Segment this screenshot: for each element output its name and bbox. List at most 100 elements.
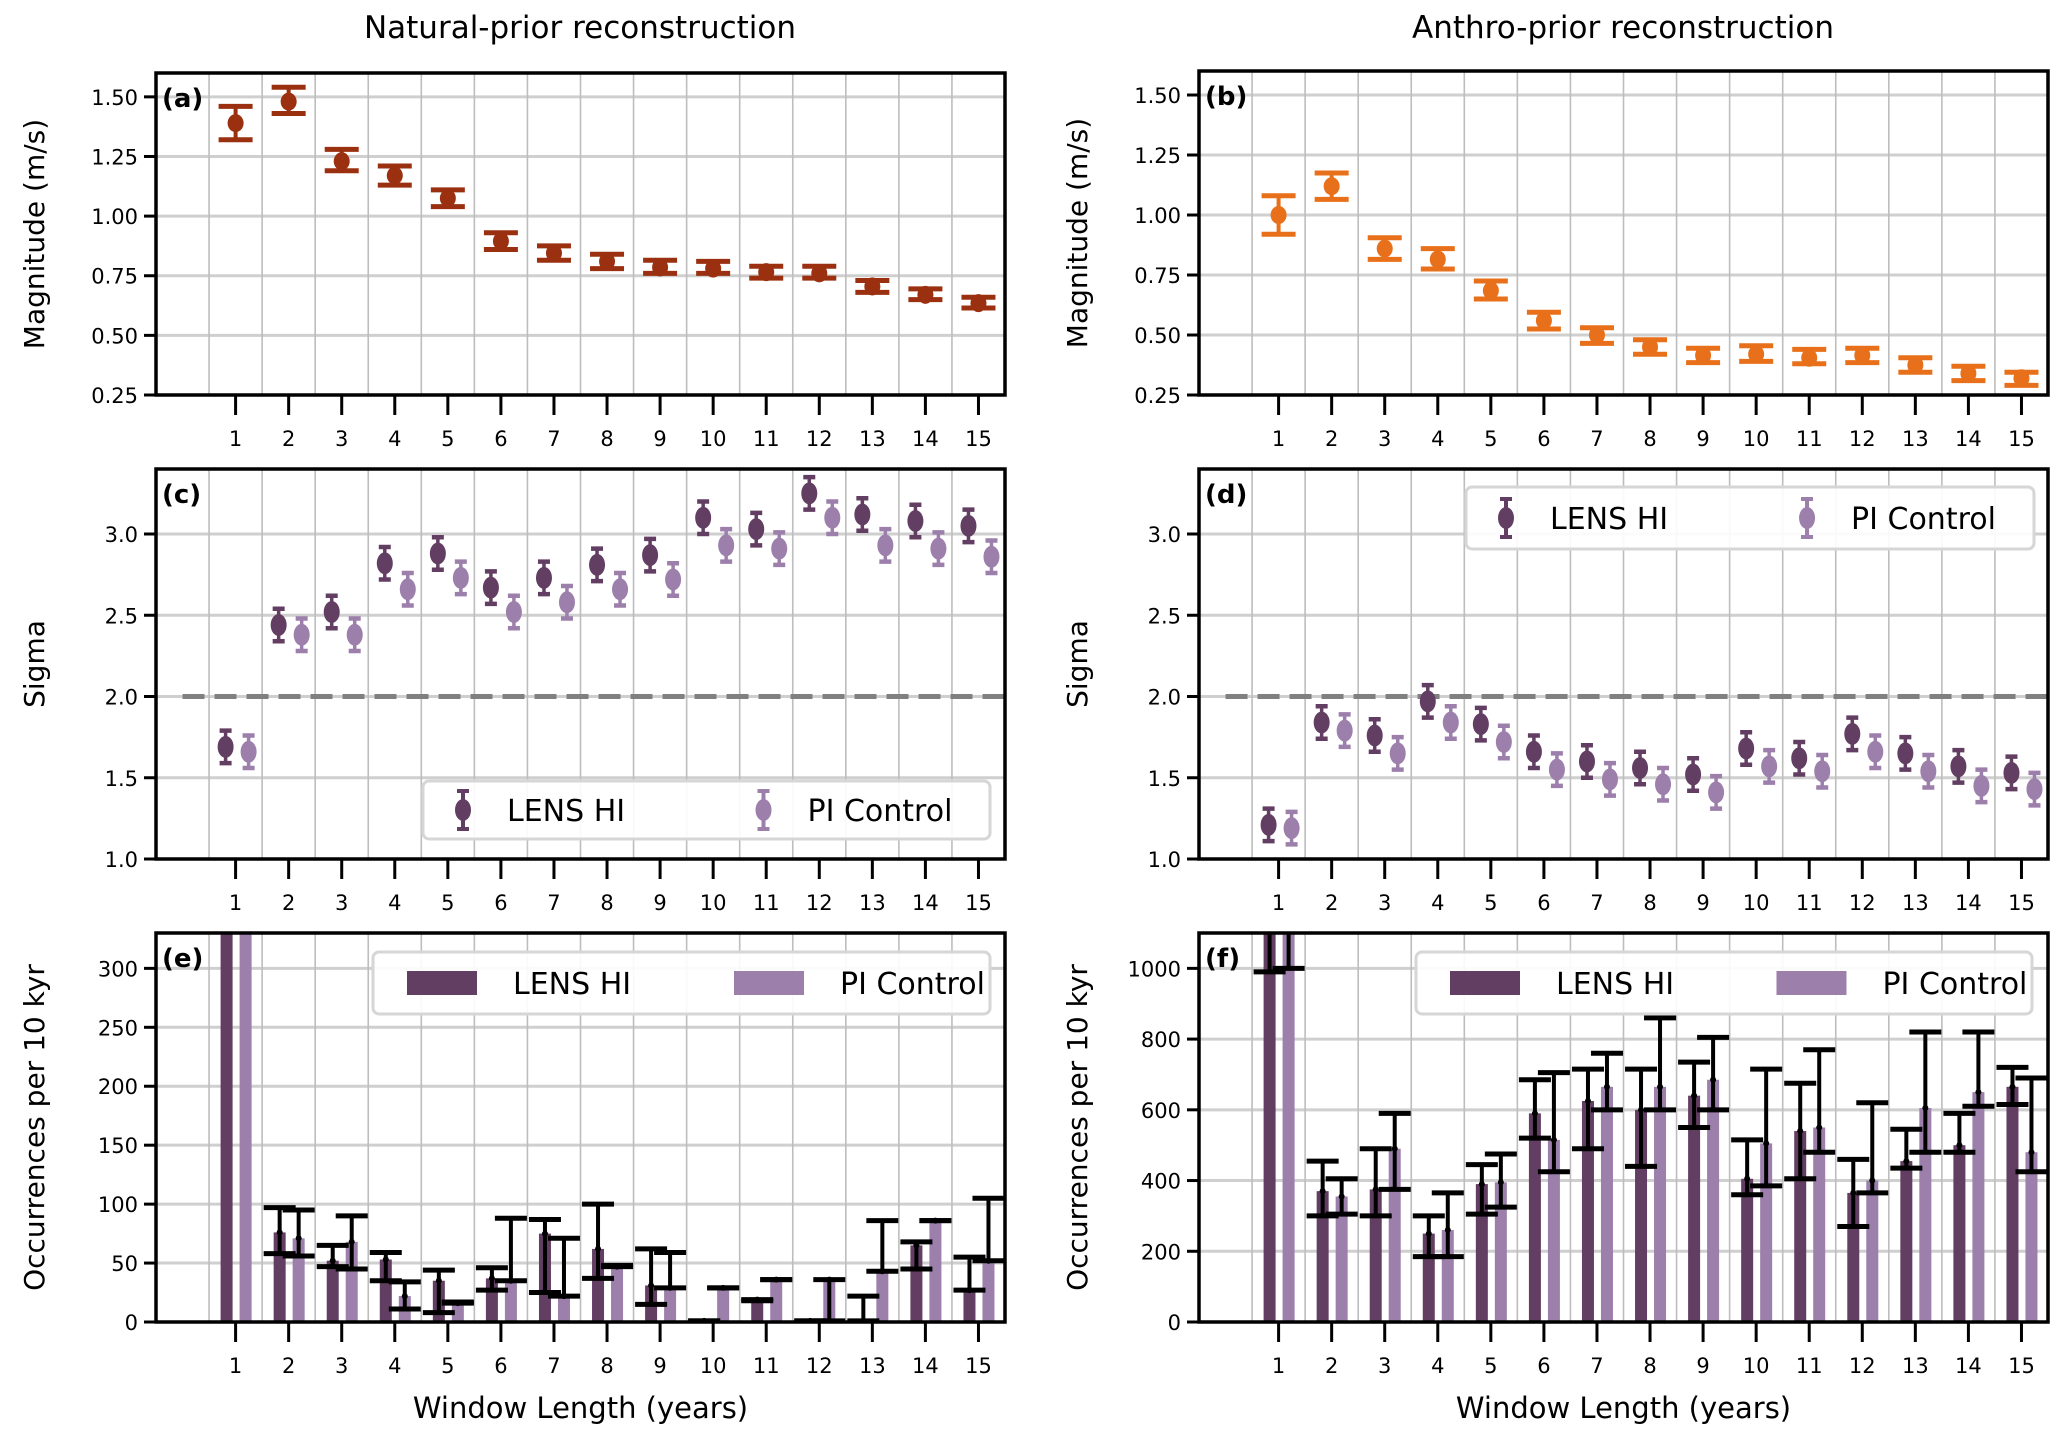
data-point [1907, 356, 1924, 374]
axes-frame [1197, 931, 2050, 1324]
data-point [545, 244, 562, 263]
data-point [1708, 781, 1725, 804]
legend-swatch [407, 971, 477, 995]
data-point [2013, 369, 2030, 388]
bar-value-marker [932, 1217, 939, 1224]
error-bar [654, 1249, 687, 1291]
panel-c: 1.01.52.02.53.01 2 3 4 5 6 7 8 9 10 11 12 13 14 15(c)S… [18, 467, 1007, 915]
x-tick-label: 10 [1743, 427, 1770, 451]
data-point [1748, 345, 1765, 364]
x-tick-label: 2 [1325, 1354, 1338, 1378]
error-bar [1697, 1034, 1730, 1113]
x-tick-label: 8 [600, 427, 613, 451]
error-bar [422, 1267, 455, 1316]
y-tick-label: 0 [1168, 1311, 1181, 1335]
x-tick-label: 6 [494, 891, 507, 915]
x-tick-label: 8 [1643, 1354, 1656, 1378]
legend-frame [1464, 485, 2036, 551]
x-tick-label: 14 [912, 891, 939, 915]
data-point [612, 578, 629, 601]
data-point [376, 552, 393, 575]
panel-label: (a) [162, 84, 203, 114]
data-point [1442, 711, 1459, 734]
y-tick-label: 1000 [1128, 957, 1181, 981]
data-point [1655, 773, 1672, 796]
y-tick-label: 150 [98, 1134, 138, 1158]
axes-frame [1197, 467, 2050, 861]
legend-swatch [1776, 971, 1847, 995]
x-tick-label: 15 [965, 891, 992, 915]
y-axis-label: Sigma [18, 620, 51, 708]
y-tick-label: 200 [98, 1075, 138, 1099]
error-bar [1731, 1137, 1764, 1198]
x-tick-label: 2 [282, 1354, 295, 1378]
x-tick-label: 13 [1902, 891, 1929, 915]
x-tick-label: 14 [1955, 891, 1982, 915]
x-tick-label: 3 [1378, 427, 1391, 451]
x-tick-label: 11 [753, 427, 780, 451]
y-axis-label: Occurrences per 10 kyr [1061, 964, 1094, 1291]
error-bar [1625, 1066, 1658, 1169]
bar-value-marker [1763, 1140, 1770, 1147]
bar-value-marker [295, 1235, 302, 1242]
right-column-title: Anthro-prior reconstruction [1412, 10, 1834, 46]
x-tick-label: 4 [1431, 427, 1444, 451]
y-axis-label: Sigma [1061, 620, 1094, 708]
bar-value-marker [1497, 1179, 1504, 1186]
error-bar [494, 1215, 527, 1284]
data-point [907, 510, 924, 532]
error-bar [1431, 1190, 1464, 1260]
data-point [535, 566, 552, 589]
error-bar [847, 1293, 880, 1322]
error-bar [635, 1246, 668, 1307]
panel-a: 0.250.500.751.001.251.501 2 3 4 5 6 7 8 9 10 11 12 1… [18, 71, 1007, 451]
x-tick-label: 6 [1537, 891, 1550, 915]
x-tick-label: 10 [1743, 1354, 1770, 1378]
error-bar [547, 1235, 580, 1299]
data-point [665, 568, 682, 591]
x-tick-label: 10 [700, 1354, 727, 1378]
y-tick-label: 3.0 [1148, 523, 1181, 547]
legend-label: PI Control [808, 794, 953, 829]
error-bar [1644, 1015, 1677, 1113]
bar [504, 1280, 517, 1322]
bar [1600, 1086, 1613, 1322]
bar-value-marker [2028, 1149, 2035, 1156]
data-point [1814, 760, 1831, 783]
data-point [1642, 338, 1659, 356]
x-tick-label: 12 [806, 891, 833, 915]
bar [1263, 933, 1276, 1322]
x-tick-label: 12 [1849, 427, 1876, 451]
bar-value-marker [488, 1275, 495, 1282]
bar-value-marker [667, 1284, 674, 1291]
error-bar [972, 1195, 1005, 1264]
data-point [705, 259, 722, 278]
bar-value-marker [1638, 1106, 1645, 1113]
bar [1707, 1079, 1720, 1322]
y-tick-label: 0 [125, 1311, 138, 1335]
x-tick-label: 13 [859, 427, 886, 451]
x-tick-label: 7 [547, 891, 560, 915]
bar-value-marker [1550, 1136, 1557, 1143]
data-point [1525, 740, 1542, 763]
x-axis-label: Window Length (years) [413, 1391, 748, 1425]
x-tick-label: 15 [965, 427, 992, 451]
data-point [439, 189, 456, 208]
legend-frame [1414, 950, 2034, 1016]
panel-b: 0.250.500.751.001.251.501 2 3 4 5 6 7 8 9 10 11 12 1… [1061, 69, 2050, 451]
y-tick-label: 0.50 [1134, 324, 1181, 348]
bar-value-marker [541, 1230, 548, 1237]
data-point [293, 623, 310, 646]
data-point [1336, 719, 1353, 742]
y-tick-label: 1.5 [1148, 767, 1181, 791]
x-tick-label: 5 [441, 891, 454, 915]
x-tick-label: 7 [1590, 891, 1603, 915]
bar [1654, 1086, 1667, 1322]
y-tick-label: 200 [1141, 1240, 1181, 1264]
data-point [1578, 750, 1595, 773]
bar-value-marker [773, 1276, 780, 1283]
y-tick-label: 1.50 [1134, 84, 1181, 108]
data-point [1897, 742, 1914, 765]
bar [1741, 1178, 1754, 1322]
